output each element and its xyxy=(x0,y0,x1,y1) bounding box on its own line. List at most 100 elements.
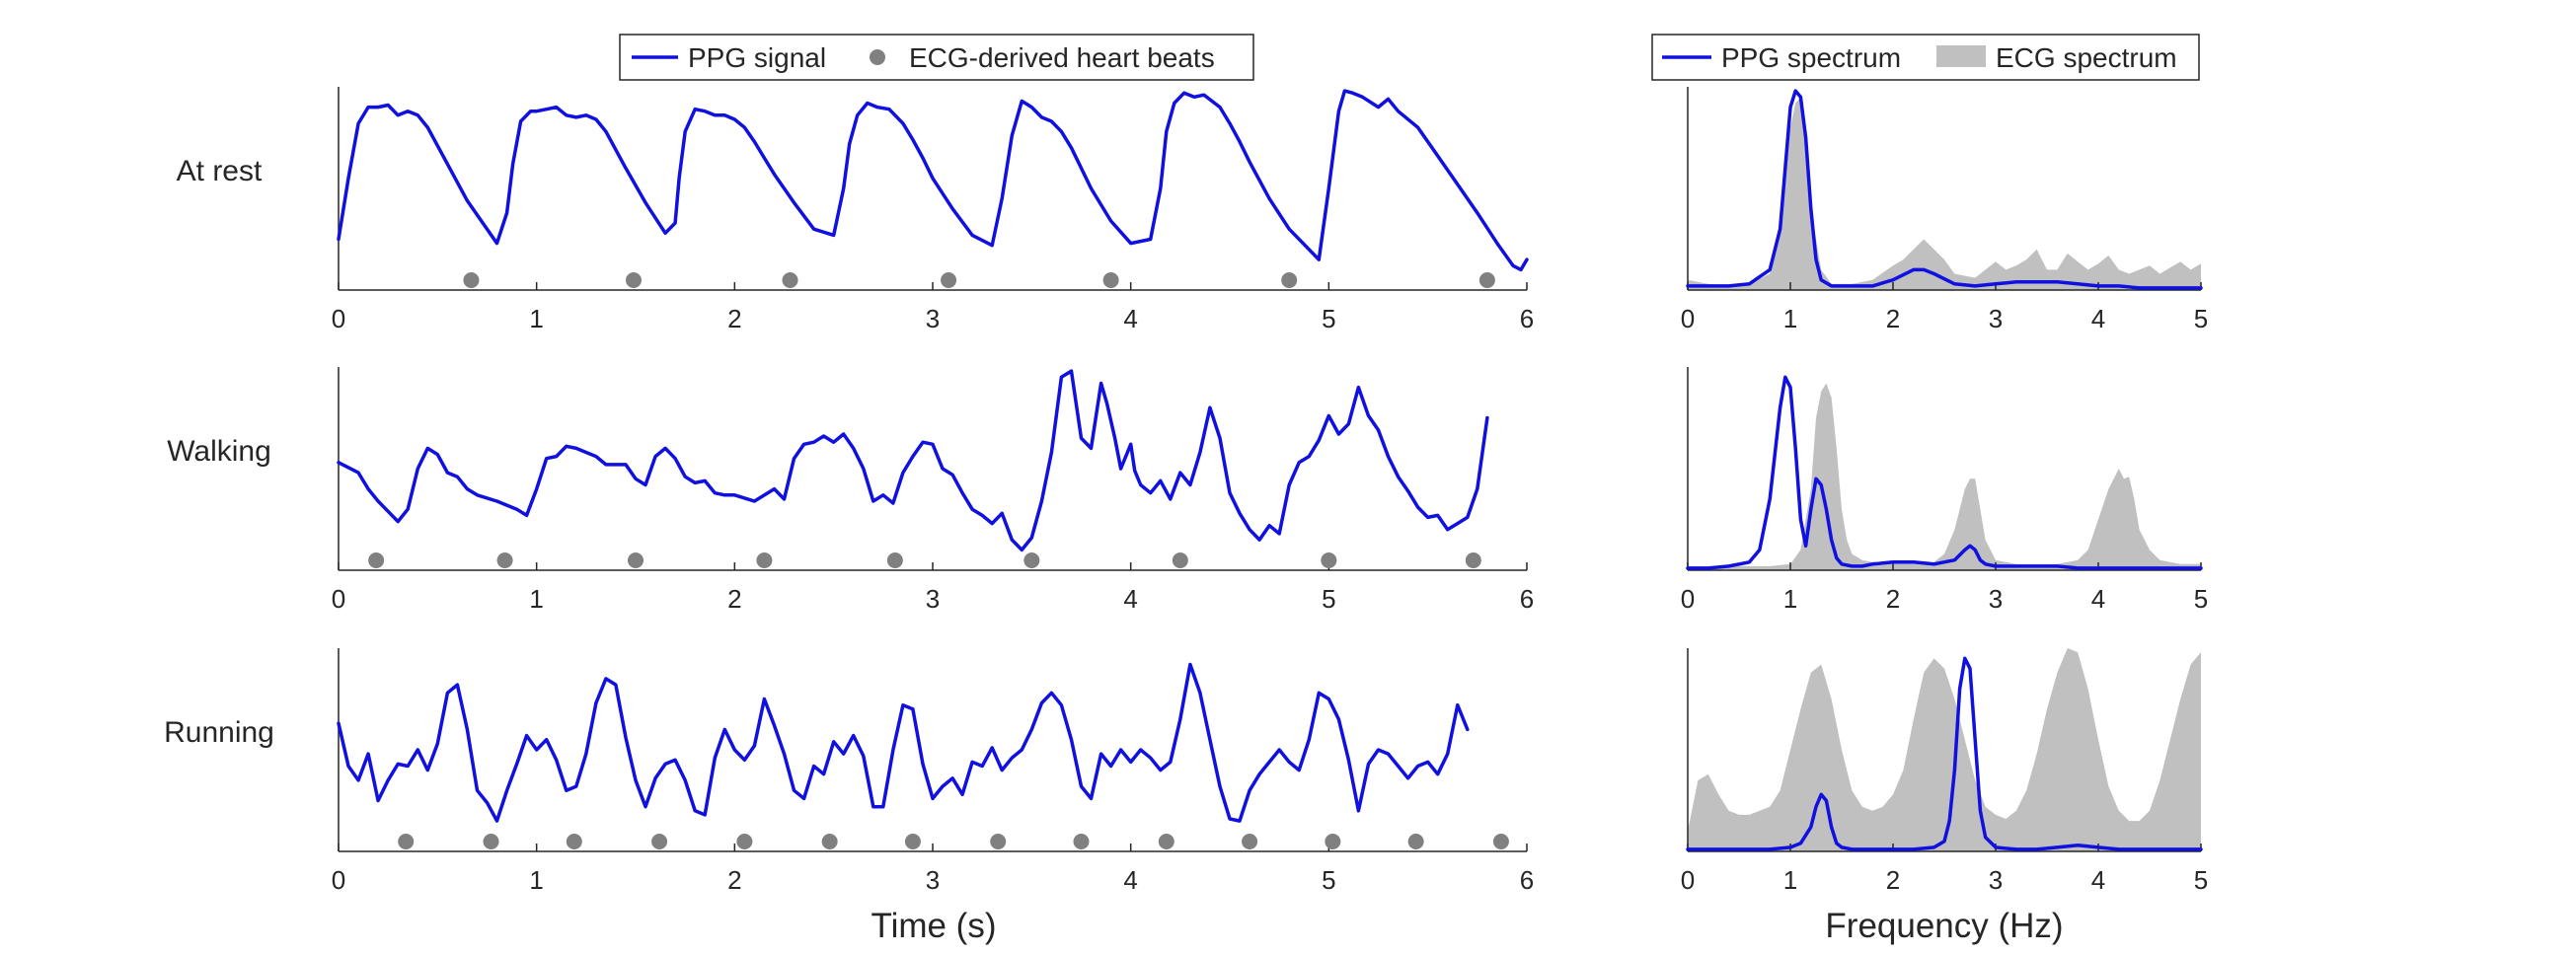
time-running-beat-marker xyxy=(1073,834,1090,849)
legend-freq: PPG spectrum ECG spectrum xyxy=(1651,34,2200,81)
time-running-beat-marker xyxy=(904,834,921,849)
freq-at-rest-x-tick-label: 2 xyxy=(1886,304,1900,333)
time-at-rest-x-tick-label: 2 xyxy=(727,304,741,333)
time-running-beat-marker xyxy=(1242,834,1258,849)
time-at-rest-x-tick-label: 0 xyxy=(332,304,345,333)
time-walking-beat-marker xyxy=(368,552,385,568)
freq-at-rest-ecg-spectrum-area xyxy=(1688,97,2201,290)
freq-walking-x-tick-label: 2 xyxy=(1886,584,1900,614)
freq-walking-x-tick-label: 4 xyxy=(2091,584,2105,614)
time-at-rest-ppg-line xyxy=(337,89,1529,272)
time-walking-x-tick-label: 5 xyxy=(1322,584,1335,614)
time-running-x-tick-label: 5 xyxy=(1322,865,1335,895)
legend-ppg-label: PPG signal xyxy=(688,42,826,73)
time-running-beat-marker xyxy=(398,834,415,849)
time-running-beat-marker xyxy=(1158,834,1174,849)
row-label-at-rest: At rest xyxy=(177,155,263,187)
time-walking-beat-marker xyxy=(886,552,903,568)
time-walking-x-tick-label: 6 xyxy=(1520,584,1534,614)
frequency-axis-title: Frequency (Hz) xyxy=(1825,907,2063,945)
freq-panel-running: 0 1 2 3 4 5 xyxy=(1681,648,2208,895)
freq-at-rest-x-tick-label: 5 xyxy=(2194,304,2208,333)
legend-beat-dot-icon xyxy=(870,49,885,65)
legend-beats-label: ECG-derived heart beats xyxy=(909,42,1215,73)
freq-panel-at-rest: 0 1 2 3 4 5 xyxy=(1681,87,2208,333)
time-walking-beat-marker xyxy=(1321,552,1337,568)
freq-running-x-tick-label: 1 xyxy=(1783,865,1797,895)
freq-running-x-tick-label: 5 xyxy=(2194,865,2208,895)
time-at-rest-beat-marker xyxy=(1102,272,1119,288)
time-panel-walking: 0 1 2 3 4 5 6 xyxy=(332,367,1534,614)
time-at-rest-x-tick-label: 5 xyxy=(1322,304,1335,333)
freq-walking-x-tick-label: 1 xyxy=(1783,584,1797,614)
time-walking-beat-marker xyxy=(496,552,513,568)
time-at-rest-x-tick-label: 3 xyxy=(926,304,940,333)
freq-walking-x-tick-label: 5 xyxy=(2194,584,2208,614)
row-label-walking: Walking xyxy=(167,435,271,468)
freq-walking-ppg-spectrum-line xyxy=(1686,375,2203,570)
time-at-rest-beat-marker xyxy=(625,272,642,288)
freq-at-rest-x-tick-label: 4 xyxy=(2091,304,2105,333)
time-at-rest-x-tick-label: 1 xyxy=(529,304,543,333)
time-running-beat-marker xyxy=(1325,834,1341,849)
time-walking-beat-marker xyxy=(1023,552,1040,568)
time-walking-beat-marker xyxy=(628,552,644,568)
time-running-ppg-line xyxy=(337,662,1470,823)
time-at-rest-beat-marker xyxy=(941,272,957,288)
legend-ecg-spectrum-swatch-icon xyxy=(1936,45,1986,67)
time-walking-x-tick-label: 4 xyxy=(1123,584,1137,614)
time-running-beat-marker xyxy=(651,834,668,849)
freq-running-x-tick-label: 0 xyxy=(1681,865,1695,895)
time-running-beat-marker xyxy=(566,834,582,849)
time-at-rest-x-tick-label: 6 xyxy=(1520,304,1534,333)
time-axis-title: Time (s) xyxy=(871,907,996,945)
time-panel-running: 0 1 2 3 4 5 6 xyxy=(332,648,1534,895)
legend-ppg-spectrum-label: PPG spectrum xyxy=(1721,42,1901,73)
time-at-rest-beat-marker xyxy=(1478,272,1495,288)
time-running-beat-marker xyxy=(1407,834,1424,849)
freq-running-x-tick-label: 4 xyxy=(2091,865,2105,895)
legend-time: PPG signal ECG-derived heart beats xyxy=(619,34,1254,81)
time-walking-beat-marker xyxy=(1465,552,1481,568)
row-label-running: Running xyxy=(164,716,274,749)
freq-running-x-tick-label: 3 xyxy=(1989,865,2003,895)
freq-at-rest-x-tick-label: 0 xyxy=(1681,304,1695,333)
freq-running-x-tick-label: 2 xyxy=(1886,865,1900,895)
time-running-x-tick-label: 4 xyxy=(1123,865,1137,895)
time-walking-x-tick-label: 2 xyxy=(727,584,741,614)
freq-at-rest-x-tick-label: 1 xyxy=(1783,304,1797,333)
time-walking-ppg-line xyxy=(337,369,1489,552)
legend-ecg-spectrum-label: ECG spectrum xyxy=(1996,42,2177,73)
freq-at-rest-x-tick-label: 3 xyxy=(1989,304,2003,333)
freq-walking-x-tick-label: 3 xyxy=(1989,584,2003,614)
time-running-x-tick-label: 1 xyxy=(529,865,543,895)
time-walking-beat-marker xyxy=(756,552,773,568)
time-running-x-tick-label: 6 xyxy=(1520,865,1534,895)
time-running-beat-marker xyxy=(821,834,838,849)
time-at-rest-beat-marker xyxy=(1281,272,1298,288)
freq-walking-ecg-spectrum-area xyxy=(1688,383,2201,570)
legend-time-box xyxy=(619,34,1254,81)
freq-running-ecg-spectrum-area xyxy=(1688,648,2201,851)
time-running-x-tick-label: 2 xyxy=(727,865,741,895)
freq-panel-walking: 0 1 2 3 4 5 xyxy=(1681,367,2208,614)
time-running-beat-marker xyxy=(1492,834,1509,849)
legend-freq-box xyxy=(1651,34,2200,81)
time-running-beat-marker xyxy=(736,834,753,849)
time-at-rest-x-tick-label: 4 xyxy=(1123,304,1137,333)
time-running-beat-marker xyxy=(483,834,499,849)
time-running-x-tick-label: 0 xyxy=(332,865,345,895)
time-panel-at-rest: 0 1 2 3 4 5 6 xyxy=(332,87,1534,333)
time-at-rest-beat-marker xyxy=(782,272,798,288)
time-running-x-tick-label: 3 xyxy=(926,865,940,895)
freq-running-ppg-spectrum-line xyxy=(1686,656,2203,851)
time-walking-beat-marker xyxy=(1172,552,1188,568)
time-walking-x-tick-label: 0 xyxy=(332,584,345,614)
freq-at-rest-ppg-spectrum-line xyxy=(1686,89,2203,290)
time-walking-x-tick-label: 1 xyxy=(529,584,543,614)
time-running-beat-marker xyxy=(990,834,1007,849)
freq-walking-x-tick-label: 0 xyxy=(1681,584,1695,614)
time-at-rest-beat-marker xyxy=(463,272,480,288)
time-walking-x-tick-label: 3 xyxy=(926,584,940,614)
